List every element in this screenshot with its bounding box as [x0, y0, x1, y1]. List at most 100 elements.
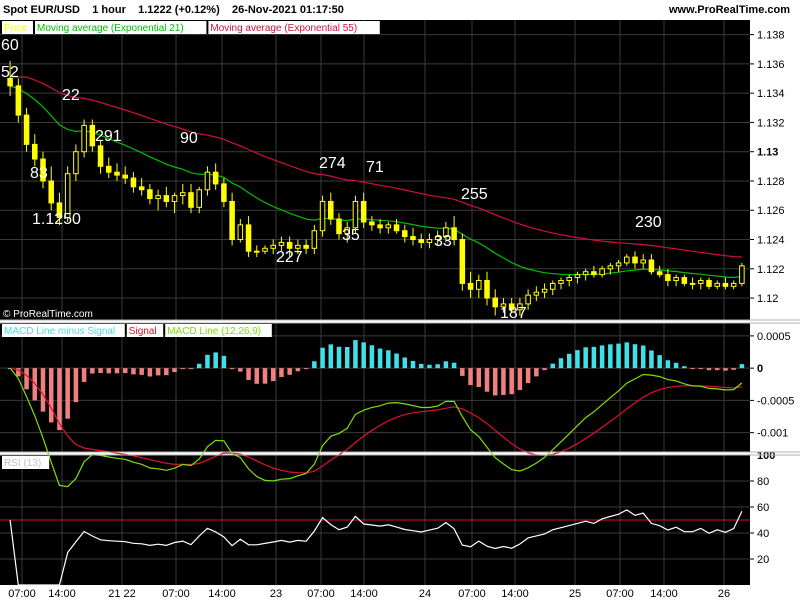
macd-histogram-bar [65, 368, 70, 419]
candle-body [344, 227, 350, 235]
macd-tick-label: -0.001 [757, 428, 788, 440]
candle-body [130, 177, 137, 188]
candle-body [64, 173, 71, 219]
macd-histogram-bar [344, 346, 350, 369]
candle [632, 251, 638, 269]
legend-box [35, 21, 207, 34]
macd-histogram-bar [682, 366, 687, 369]
price-tick-label: 1.13 [757, 147, 778, 159]
candle [582, 268, 589, 281]
price-marks [7, 60, 745, 316]
candle [698, 277, 704, 290]
macd-histogram-bar [147, 368, 153, 377]
rsi-line [9, 509, 743, 586]
candle-body [730, 282, 737, 287]
macd-histogram-bar [320, 347, 325, 369]
macd-histogram-bar [591, 346, 597, 369]
macd-histogram-bar [723, 368, 728, 371]
candle [254, 245, 260, 258]
candle [656, 265, 663, 278]
candle [23, 107, 30, 152]
macd-histogram-bar [632, 344, 638, 369]
candle-body [681, 277, 688, 284]
candle-body [599, 268, 605, 276]
rsi-tick-label: 20 [757, 554, 769, 566]
macd-histogram-bar [279, 368, 284, 378]
candle-body [443, 227, 449, 238]
macd-tick-label: 0.0005 [757, 331, 791, 343]
macd-histogram-bar [394, 353, 399, 369]
candle [574, 271, 581, 284]
rsi-tick-label: 40 [757, 528, 769, 540]
candle [138, 178, 145, 196]
candle [122, 166, 128, 184]
candle-body [714, 282, 720, 287]
macd-histogram-bar [517, 368, 523, 391]
wave-label: 60 [1, 37, 19, 54]
candle-body [221, 183, 227, 202]
candle [204, 166, 211, 196]
legend-box [165, 324, 272, 337]
site-name[interactable]: www.ProRealTime.com [668, 4, 790, 16]
candle-body [434, 236, 441, 241]
candle-body [32, 143, 38, 160]
macd-histogram-bar [468, 368, 473, 386]
candle [681, 274, 688, 287]
macd-histogram-bar [40, 368, 46, 412]
candle [278, 236, 285, 252]
candle-body [81, 124, 87, 153]
macd-histogram-bar [476, 368, 482, 387]
candle-body [138, 186, 145, 191]
candle [89, 119, 96, 152]
macd-histogram-bar [649, 350, 654, 369]
candle-body [500, 303, 507, 308]
candle-body [566, 277, 572, 281]
macd-histogram-bar [238, 368, 243, 372]
candle-body [369, 221, 375, 226]
macd-histogram-bar [303, 368, 309, 370]
signal-line [9, 367, 742, 474]
candle [40, 151, 46, 189]
wave-label: 71 [366, 159, 384, 176]
x-tick-label: 25 [569, 588, 581, 600]
candle [426, 233, 433, 249]
x-tick-label: 14:00 [501, 588, 529, 600]
candle-body [541, 288, 548, 293]
candle-body [155, 195, 161, 200]
watermark: © ProRealTime.com [3, 309, 93, 320]
candle-body [706, 279, 712, 287]
candle [171, 192, 178, 214]
macd-histogram-bar [714, 368, 720, 371]
macd-histogram-bar [312, 361, 317, 369]
wave-label: 90 [180, 130, 198, 147]
macd-histogram-bar [336, 346, 342, 369]
macd-histogram-bar [451, 362, 457, 369]
macd-histogram-bar [106, 368, 112, 374]
candle-body [582, 271, 589, 276]
ema55-line [10, 76, 742, 258]
macd-marks [7, 340, 745, 488]
candle-body [558, 279, 564, 284]
candle-body [410, 236, 416, 241]
candle [81, 119, 87, 158]
legend-item: RSI (13) [4, 458, 41, 469]
candle [443, 221, 449, 243]
timeframe[interactable]: 1 hour [92, 4, 126, 16]
macd-histogram-bar [73, 368, 79, 403]
candle-body [15, 85, 22, 116]
candle-body [418, 239, 424, 243]
candle [97, 140, 104, 174]
candle [558, 277, 564, 290]
wave-label: 274 [319, 155, 346, 172]
candle [665, 268, 671, 287]
macd-histogram-bar [657, 355, 662, 369]
macd-histogram-bar [24, 368, 29, 390]
wave-label: 230 [635, 214, 662, 231]
candle [48, 166, 54, 211]
candle [196, 186, 202, 214]
macd-histogram-bar [706, 368, 712, 371]
x-tick-label: 07:00 [162, 588, 190, 600]
x-tick-label: 23 [270, 588, 282, 600]
candle-body [698, 279, 704, 284]
